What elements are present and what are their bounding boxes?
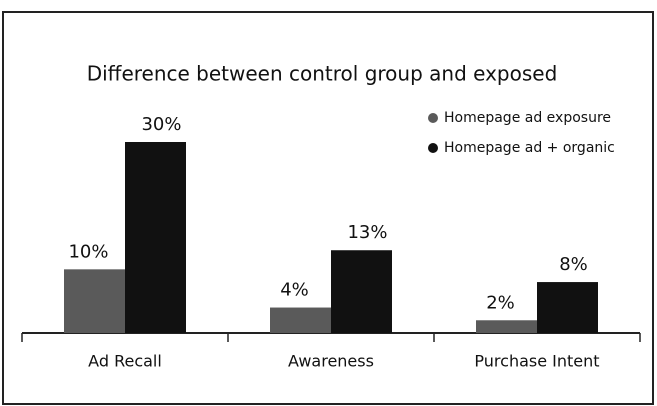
bar	[64, 269, 125, 333]
bar	[331, 250, 392, 333]
legend-swatch	[428, 143, 438, 153]
bar	[270, 307, 331, 333]
bar	[476, 320, 537, 333]
bar	[537, 282, 598, 333]
legend-label: Homepage ad exposure	[444, 110, 611, 126]
value-label: 13%	[347, 222, 387, 243]
x-tick-label: Ad Recall	[88, 352, 162, 371]
frame	[2, 11, 654, 405]
value-label: 8%	[559, 254, 588, 275]
value-label: 4%	[280, 280, 309, 301]
legend-swatch	[428, 113, 438, 123]
x-tick-label: Purchase Intent	[474, 352, 599, 371]
value-label: 30%	[141, 114, 181, 135]
chart-title: Difference between control group and exp…	[87, 62, 558, 86]
x-tick-label: Awareness	[288, 352, 374, 371]
value-label: 10%	[68, 241, 108, 262]
legend-label: Homepage ad + organic	[444, 140, 615, 156]
bar	[125, 142, 186, 333]
value-label: 2%	[486, 292, 515, 313]
